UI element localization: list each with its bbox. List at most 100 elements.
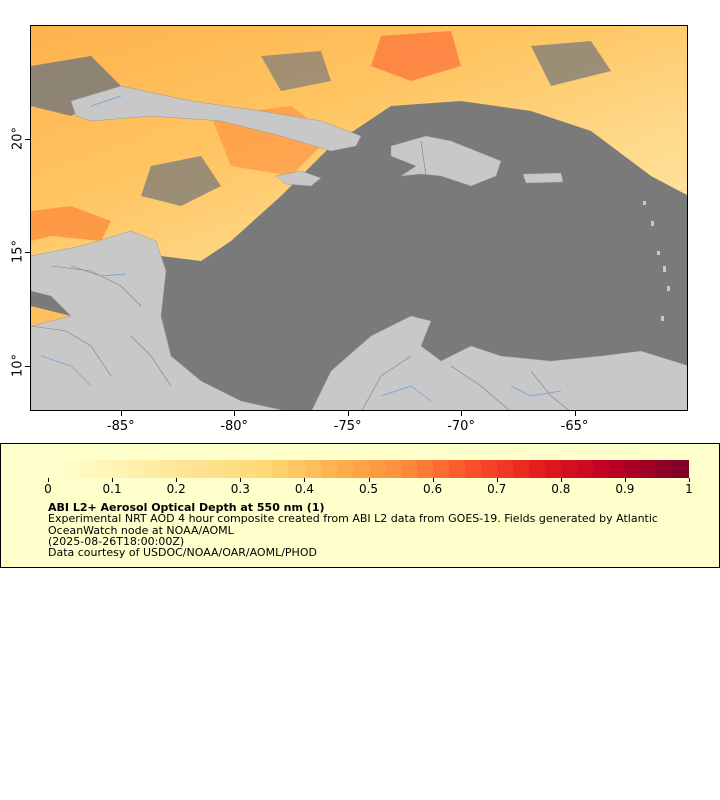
x-tick-label: -85° [106, 419, 135, 434]
colorbar-segment [256, 460, 273, 478]
aod-high-patch [31, 206, 111, 241]
x-tick-label: -70° [447, 419, 475, 434]
colorbar-tick-mark [496, 478, 498, 482]
colorbar-tick-mark [240, 478, 242, 482]
lesser-antilles [643, 201, 670, 321]
cloud-gap [31, 56, 121, 116]
x-tick-mark [234, 411, 236, 416]
aod-map[interactable] [31, 26, 688, 411]
colorbar-segment [432, 460, 449, 478]
colorbar-segment [673, 460, 690, 478]
colorbar-tick-label: 0 [44, 482, 52, 496]
colorbar-tick-label: 0.4 [294, 482, 314, 496]
colorbar-tick-mark [176, 478, 178, 482]
legend-credit: Data courtesy of USDOC/NOAA/OAR/AOML/PHO… [48, 546, 317, 559]
colorbar-tick-label: 0.8 [551, 482, 571, 496]
colorbar-segment [416, 460, 433, 478]
y-tick-label: 10° [10, 353, 26, 377]
colorbar-segment [48, 460, 65, 478]
landmass-central-america [31, 230, 284, 410]
colorbar-segment [320, 460, 337, 478]
x-tick-label: -80° [220, 419, 249, 434]
colorbar-segment [448, 460, 465, 478]
colorbar-segment [208, 460, 225, 478]
landmass-puerto-rico [522, 172, 564, 184]
colorbar-tick-mark [112, 478, 114, 482]
colorbar-tick-label: 0.2 [166, 482, 186, 496]
colorbar-segment [128, 460, 145, 478]
legend-date: (2025-08-26T18:00:00Z) [48, 535, 185, 548]
y-tick-label: 15° [10, 240, 26, 264]
colorbar-segment [384, 460, 401, 478]
y-tick-mark [25, 252, 30, 254]
colorbar-segment [224, 460, 241, 478]
colorbar-segment [641, 460, 658, 478]
colorbar-segment [144, 460, 161, 478]
cloud-gap [141, 156, 221, 206]
colorbar-segment [176, 460, 193, 478]
colorbar-tick-label: 0.6 [423, 482, 443, 496]
colorbar-segment [80, 460, 97, 478]
colorbar-segment [464, 460, 481, 478]
landmass-hispaniola [390, 135, 502, 187]
colorbar-segment [352, 460, 369, 478]
landmass-jamaica [275, 170, 322, 187]
colorbar-tick-label: 0.7 [487, 482, 507, 496]
colorbar-segment [593, 460, 610, 478]
colorbar-segment [544, 460, 561, 478]
landmass-cuba [70, 85, 362, 152]
y-tick-label: 20° [10, 126, 26, 150]
x-tick-label: -65° [560, 419, 589, 434]
x-tick-mark [574, 411, 576, 416]
y-tick-mark [25, 365, 30, 367]
legend-title: ABI L2+ Aerosol Optical Depth at 550 nm … [48, 501, 325, 514]
colorbar-tick-mark [304, 478, 306, 482]
rivers [40, 95, 562, 402]
y-tick-mark [25, 138, 30, 140]
colorbar-segment [160, 460, 177, 478]
map-frame[interactable] [30, 25, 688, 411]
colorbar-tick-mark [689, 478, 690, 482]
aod-field-north [31, 26, 687, 261]
colorbar-segment [64, 460, 81, 478]
colorbar-tick-mark [560, 478, 562, 482]
x-tick-mark [461, 411, 463, 416]
x-tick-label: -75° [333, 419, 362, 434]
colorbar-segment [368, 460, 385, 478]
x-tick-mark [120, 411, 122, 416]
colorbar-tick-mark [368, 478, 370, 482]
colorbar-segment [96, 460, 113, 478]
colorbar-tick-mark [48, 478, 49, 482]
colorbar-tick-mark [432, 478, 434, 482]
legend-panel: 0 0.1 0.2 0.3 0.4 0.5 0.6 0.7 0.8 0.9 1 ABI L2+ Ae… [0, 443, 720, 568]
colorbar-segment [240, 460, 257, 478]
colorbar-segment [512, 460, 529, 478]
cloud-gap [261, 51, 331, 91]
colorbar-tick-label: 0.1 [102, 482, 122, 496]
colorbar-segment [496, 460, 513, 478]
cloud-gap [531, 41, 611, 86]
colorbar-segment [304, 460, 321, 478]
colorbar-tick-mark [624, 478, 626, 482]
colorbar-tick-label: 0.3 [230, 482, 250, 496]
colorbar [48, 460, 690, 478]
colorbar-segment [192, 460, 209, 478]
colorbar-segment [657, 460, 674, 478]
colorbar-segment [561, 460, 578, 478]
colorbar-segment [577, 460, 594, 478]
colorbar-tick-label: 0.9 [615, 482, 635, 496]
x-tick-mark [347, 411, 349, 416]
colorbar-segment [112, 460, 129, 478]
legend-description: Experimental NRT AOD 4 hour composite cr… [48, 512, 658, 537]
colorbar-segment [609, 460, 626, 478]
country-borders [31, 140, 569, 410]
colorbar-tick-label: 0.5 [358, 482, 379, 496]
colorbar-segment [272, 460, 289, 478]
landmass-south-america [311, 315, 687, 410]
aod-high-patch [371, 31, 461, 81]
colorbar-segment [480, 460, 497, 478]
colorbar-tick-label: 1 [685, 482, 693, 496]
colorbar-segment [400, 460, 417, 478]
colorbar-segment [288, 460, 305, 478]
colorbar-segment [528, 460, 545, 478]
